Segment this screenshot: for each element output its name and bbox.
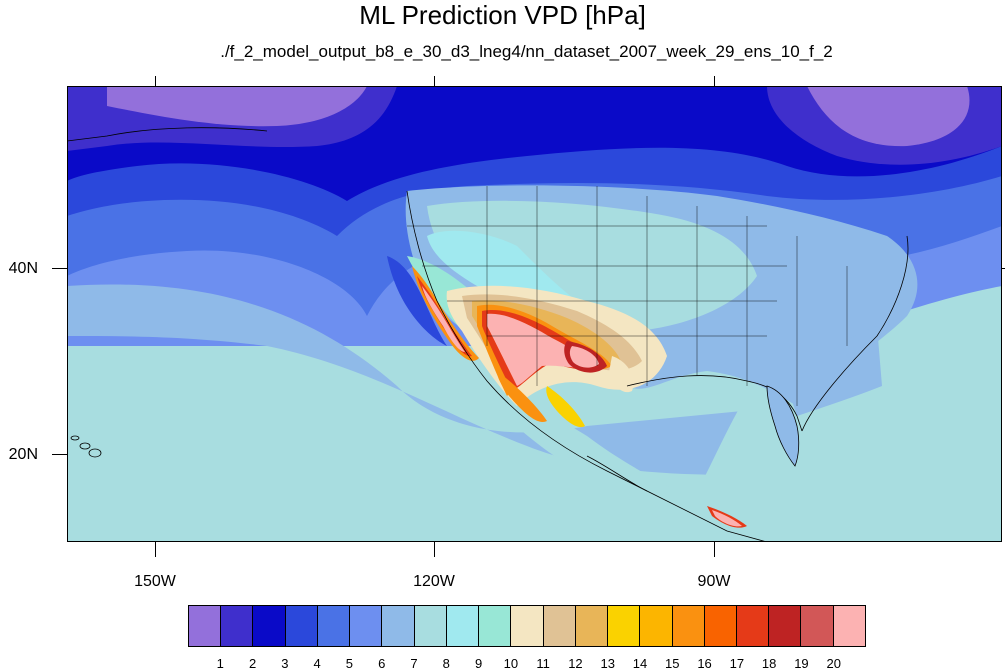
vpd-coast-band [412,266,479,361]
colorbar-label: 18 [761,656,777,671]
lon-label-90w: 90W [697,573,731,590]
colorbar-label: 6 [378,656,386,671]
lon-label-120w: 120W [413,573,455,590]
colorbar-label: 16 [697,656,712,671]
colorbar-label: 15 [665,656,680,671]
colorbar-label: 8 [442,656,450,671]
colorbar-box [221,606,254,646]
tick-bottom-150w [155,542,156,557]
colorbar [188,605,866,647]
colorbar-box [608,606,641,646]
colorbar-box [446,606,480,646]
tick-top-150w [155,76,156,86]
colorbar-box [833,606,865,646]
colorbar-label: 11 [536,656,550,671]
colorbar-box [189,606,222,646]
tick-top-120w [434,76,435,86]
colorbar-box [253,606,286,646]
colorbar-label: 3 [281,656,289,671]
field-pacific-deep [387,256,447,346]
field-north-violet-2 [107,86,367,127]
colorbar-box [511,606,544,646]
colorbar-box [736,606,770,646]
map-panel [67,86,1002,542]
tick-right-40n [1002,268,1005,269]
plot-title: ML Prediction VPD [hPa] [359,0,646,30]
colorbar-label: 14 [632,656,648,671]
colorbar-box [672,606,705,646]
colorbar-label: 10 [503,656,519,671]
tick-top-90w [714,76,715,86]
vpd-central-america-pink [712,510,742,527]
colorbar-box [704,606,737,646]
vpd-coast-pink [422,286,465,352]
vpd-gulf-tan [609,356,634,393]
colorbar-label: 13 [600,656,615,671]
vpd-mexico-yellow [546,386,585,428]
land-aqua-west [427,230,577,306]
colorbar-box [640,606,673,646]
colorbar-box [317,606,351,646]
vpd-field-map [67,86,1002,542]
vpd-coast-red [417,276,472,357]
colorbar-box [769,606,802,646]
tick-left-20n [52,454,67,455]
colorbar-box [285,606,318,646]
lat-label-20n: 20N [8,446,38,463]
colorbar-label: 9 [474,656,483,671]
field-northeast-lavender [807,86,970,147]
colorbar-box [382,606,415,646]
plot-subtitle: ./f_2_model_output_b8_e_30_d3_lneg4/nn_d… [220,42,833,61]
colorbar-label: 1 [216,656,224,671]
colorbar-label: 19 [794,656,809,671]
vpd-texas-pink [569,346,599,368]
colorbar-box [543,606,576,646]
colorbar-box [414,606,447,646]
lat-label-40n: 40N [8,260,38,277]
field-southeast-pale [667,286,1002,542]
colorbar-box [575,606,609,646]
colorbar-label: 7 [410,656,418,671]
colorbar-box [350,606,383,646]
tick-left-40n [52,268,67,269]
land-florida [766,385,800,467]
tick-bottom-90w [714,542,715,557]
vpd-pink [487,313,589,386]
land-east-coast [787,326,882,416]
colorbar-label: 2 [248,656,257,671]
colorbar-box [479,606,512,646]
colorbar-label: 5 [345,656,354,671]
colorbar-label: 17 [729,656,745,671]
colorbar-label: 20 [826,656,841,671]
state-borders [407,186,848,406]
hawaii-islands [70,435,102,458]
colorbar-label: 4 [313,656,321,671]
vpd-mexico-orange [497,371,547,422]
colorbar-label: 12 [568,656,583,671]
colorbar-box [801,606,834,646]
lon-label-150w: 150W [134,573,176,590]
tick-bottom-120w [434,542,435,557]
